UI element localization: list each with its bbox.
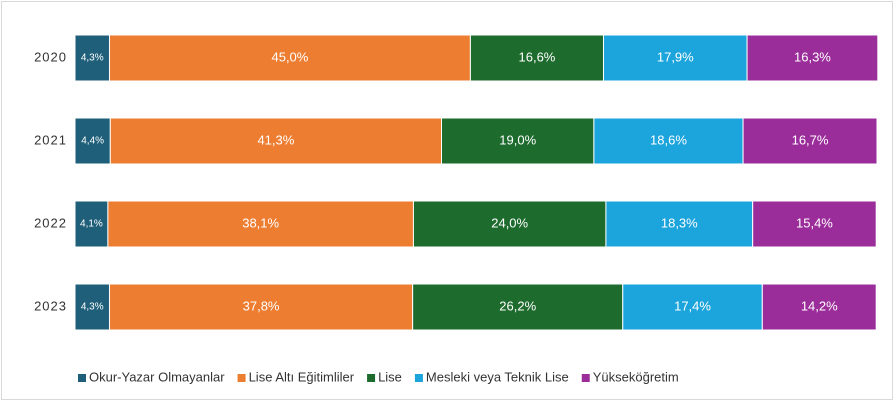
value-label: 14,2%	[801, 298, 838, 313]
legend-label: Okur-Yazar Olmayanlar	[89, 369, 225, 384]
value-label: 4,4%	[81, 136, 104, 147]
bar-segment	[74, 117, 111, 165]
value-label: 19,0%	[499, 132, 536, 147]
bar-segment	[74, 283, 110, 331]
value-label: 24,0%	[491, 215, 528, 230]
value-label: 18,3%	[661, 215, 698, 230]
y-tick-label: 2020	[34, 49, 67, 64]
value-label: 18,6%	[650, 132, 687, 147]
value-label: 38,1%	[242, 215, 279, 230]
bar-segment	[603, 34, 748, 82]
y-tick-label: 2023	[34, 298, 67, 313]
bar-segment	[107, 200, 414, 248]
bar-segment	[441, 117, 595, 165]
legend-swatch	[581, 374, 590, 382]
y-tick-label: 2022	[34, 215, 67, 230]
legend-label: Yükseköğretim	[593, 369, 679, 384]
bar-segment	[108, 283, 414, 331]
value-label: 37,8%	[243, 298, 280, 313]
bar-segment	[746, 34, 879, 82]
bar-segment	[412, 283, 624, 331]
legend-swatch	[367, 374, 376, 382]
value-label: 16,7%	[792, 132, 829, 147]
bar-segment	[74, 200, 109, 248]
value-label: 17,9%	[657, 49, 694, 64]
bar-segment	[742, 117, 878, 165]
value-label: 4,3%	[81, 302, 104, 313]
bar-segment	[469, 34, 605, 82]
bar-segment	[108, 34, 471, 82]
value-label: 26,2%	[499, 298, 536, 313]
value-label: 16,6%	[519, 49, 556, 64]
bar-segment	[761, 283, 877, 331]
value-label: 16,3%	[794, 49, 831, 64]
y-tick-label: 2021	[34, 132, 67, 147]
value-label: 15,4%	[796, 215, 833, 230]
value-label: 45,0%	[271, 49, 308, 64]
value-label: 4,3%	[81, 53, 104, 64]
legend-swatch	[237, 374, 246, 382]
bar-segment	[752, 200, 877, 248]
bar-segment	[593, 117, 744, 165]
value-label: 41,3%	[257, 132, 294, 147]
legend-label: Mesleki veya Teknik Lise	[426, 369, 569, 384]
legend-label: Lise Altı Eğitimliler	[249, 369, 355, 384]
legend-label: Lise	[378, 369, 402, 384]
value-label: 4,1%	[80, 219, 103, 230]
legend-swatch	[414, 374, 423, 382]
bar-segment	[412, 200, 607, 248]
bar-segment	[74, 34, 110, 82]
legend-swatch	[78, 374, 86, 382]
value-label: 17,4%	[674, 298, 711, 313]
bar-segment	[109, 117, 443, 165]
bar-segment	[622, 283, 763, 331]
